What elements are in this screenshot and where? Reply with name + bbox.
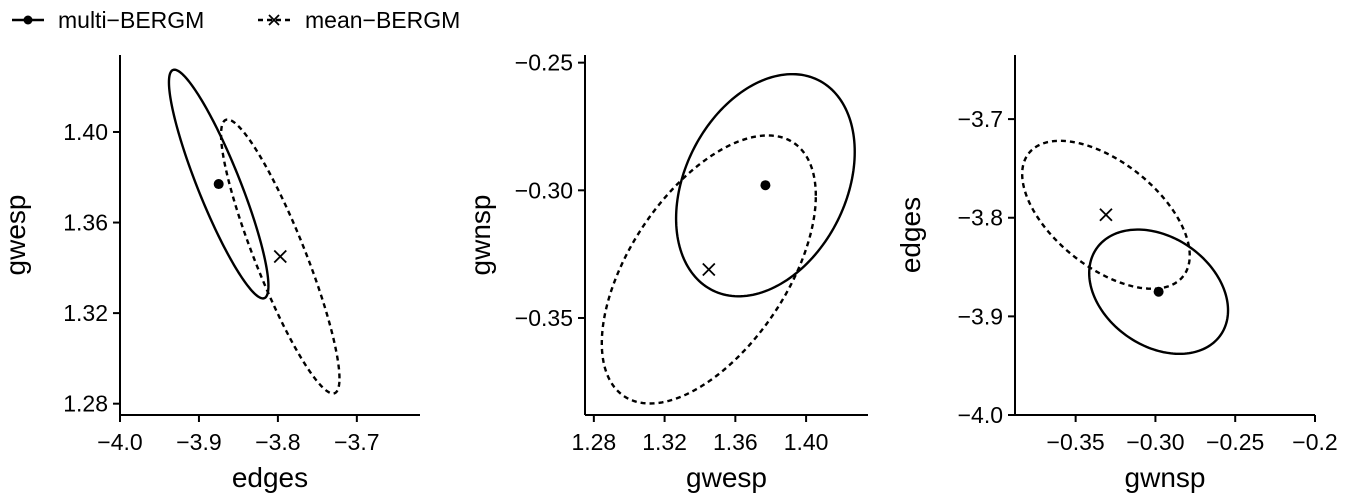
legend-label-multi-bergm: multi−BERGM — [58, 7, 204, 33]
point-multi-bergm — [213, 179, 224, 190]
y-tick-label: −3.7 — [958, 106, 1003, 132]
x-axis-title: gwnsp — [1125, 462, 1206, 493]
ellipse-mean-bergm — [219, 118, 341, 395]
x-tick-label: 1.36 — [713, 429, 758, 455]
y-tick-label: −4.0 — [958, 402, 1003, 428]
legend-marker-filled-circle — [23, 15, 33, 25]
legend: multi−BERGM mean−BERGM — [12, 7, 460, 33]
y-tick-label: 1.32 — [63, 300, 108, 326]
ellipse-multi-bergm — [674, 72, 856, 298]
y-axis-title: edges — [895, 197, 926, 273]
x-tick-label: −0.25 — [1206, 429, 1264, 455]
panel-1: −4.0 −3.9 −3.8 −3.7 1.28 1.32 1.36 1.40 edges gwe… — [0, 55, 420, 493]
x-tick-label: −0.35 — [1047, 429, 1105, 455]
ellipse-mean-bergm — [600, 134, 818, 405]
point-mean-bergm — [702, 262, 716, 277]
y-tick-label: −3.9 — [958, 303, 1003, 329]
chart-panels: −4.0 −3.9 −3.8 −3.7 1.28 1.32 1.36 1.40 edges gwe… — [0, 50, 1338, 493]
point-mean-bergm — [273, 249, 287, 264]
ellipse-multi-bergm — [1087, 228, 1230, 356]
x-tick-label: 1.28 — [571, 429, 616, 455]
legend-item-mean-bergm: mean−BERGM — [258, 7, 460, 33]
y-tick-label: 1.28 — [63, 391, 108, 417]
legend-label-mean-bergm: mean−BERGM — [305, 7, 460, 33]
x-tick-label: 1.40 — [784, 429, 829, 455]
ellipse-mean-bergm — [1020, 139, 1191, 290]
point-mean-bergm — [1099, 208, 1113, 222]
ellipse-multi-bergm — [167, 68, 270, 300]
x-axis-title: edges — [232, 462, 308, 493]
y-tick-label: −3.8 — [958, 205, 1003, 231]
x-tick-label: −3.7 — [334, 429, 379, 455]
x-tick-label: −0.30 — [1126, 429, 1184, 455]
x-tick-label: −3.9 — [176, 429, 221, 455]
y-tick-label: −0.30 — [515, 177, 573, 203]
panel-3: −0.35 −0.30 −0.25 −0.2 −3.7 −3.8 −3.9 −4.0 gwnsp… — [895, 55, 1338, 493]
x-tick-label: −4.0 — [97, 429, 142, 455]
y-axis-title: gwnsp — [465, 195, 496, 276]
y-tick-label: −0.35 — [515, 305, 573, 331]
y-tick-label: −0.25 — [515, 50, 573, 76]
legend-item-multi-bergm: multi−BERGM — [12, 7, 204, 33]
x-tick-label: −3.8 — [255, 429, 300, 455]
x-tick-label: −0.2 — [1292, 429, 1337, 455]
y-tick-label: 1.40 — [63, 119, 108, 145]
point-multi-bergm — [1153, 286, 1164, 297]
panel-2: 1.28 1.32 1.36 1.40 −0.25 −0.30 −0.35 gwesp gwns… — [465, 50, 868, 493]
legend-marker-cross — [268, 14, 280, 26]
point-multi-bergm — [760, 180, 771, 191]
x-tick-label: 1.32 — [642, 429, 687, 455]
y-tick-label: 1.36 — [63, 210, 108, 236]
y-axis-title: gwesp — [0, 195, 31, 276]
x-axis-title: gwesp — [686, 462, 767, 493]
